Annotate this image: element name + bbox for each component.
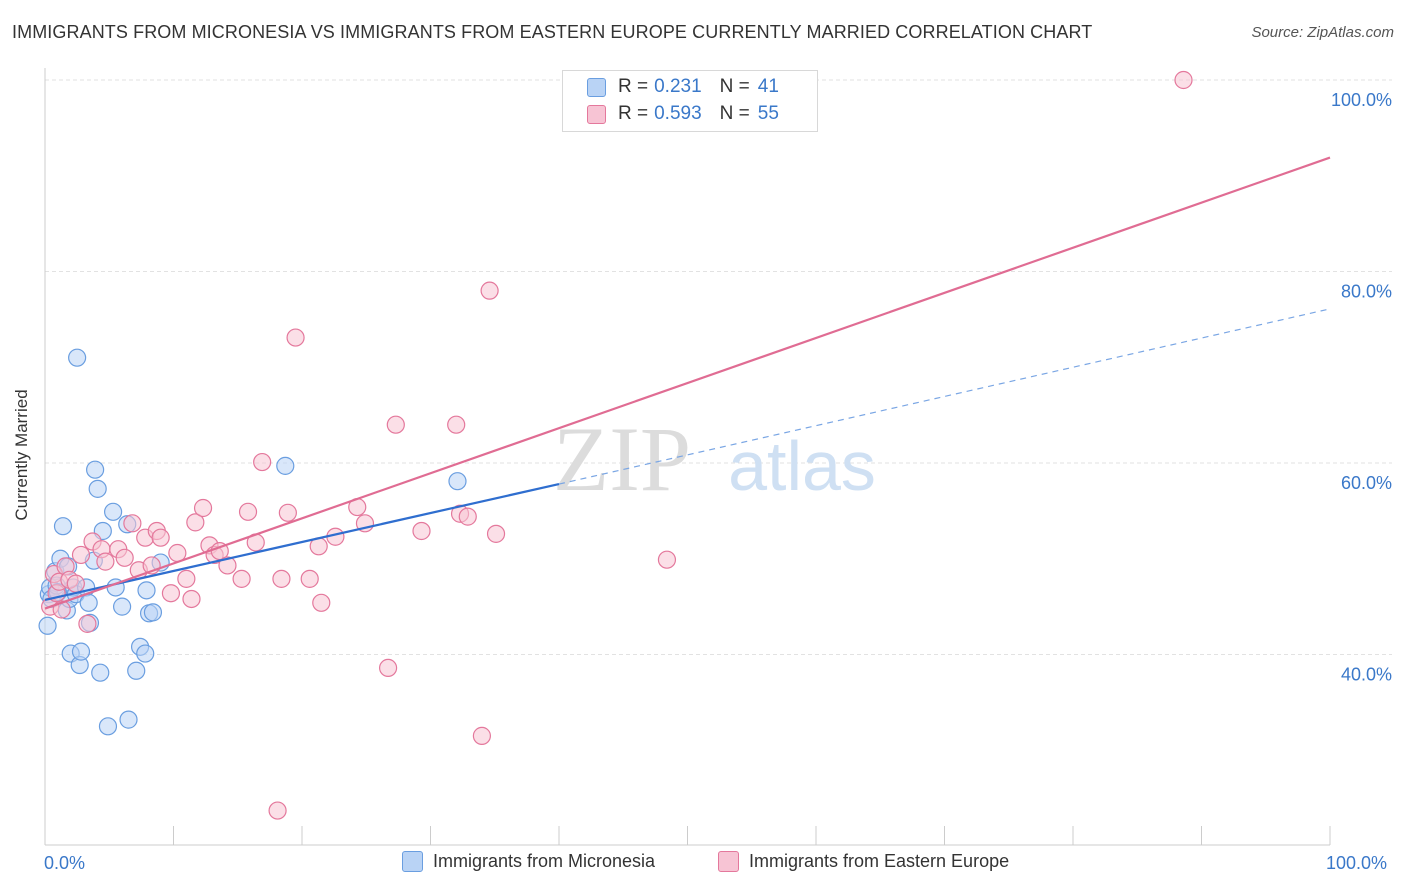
eastern-europe-point-9 xyxy=(78,614,97,633)
eastern-europe-point-39 xyxy=(300,569,319,588)
eastern-europe-point-54 xyxy=(657,550,677,569)
eastern-europe-point-26 xyxy=(193,498,213,518)
n-value: 41 xyxy=(757,76,779,97)
micronesia-point-33 xyxy=(136,644,155,663)
eastern-europe-point-32 xyxy=(238,502,258,521)
eastern-europe-point-20 xyxy=(151,528,170,547)
y-tick-label-40: 40.0% xyxy=(1341,665,1392,685)
eastern-europe-point-21 xyxy=(161,584,181,603)
y-tick-label-100: 100.0% xyxy=(1331,90,1392,110)
micronesia-trend-extension xyxy=(558,308,1331,485)
eastern-europe-point-48 xyxy=(447,415,466,434)
y-tick-labels: 40.0% 60.0% 80.0% 100.0% xyxy=(1331,90,1392,685)
micronesia-point-31 xyxy=(127,661,146,680)
eastern-europe-point-46 xyxy=(386,415,405,434)
eastern-europe-point-8 xyxy=(71,545,91,565)
r-value: 0.231 xyxy=(654,76,702,97)
eastern-europe-point-45 xyxy=(378,658,398,678)
trend-lines xyxy=(44,156,1331,610)
legend-item-micronesia: Immigrants from Micronesia xyxy=(402,851,655,872)
r-label: R = xyxy=(618,76,649,97)
eastern-europe-point-35 xyxy=(268,801,287,820)
micronesia-point-14 xyxy=(68,348,87,367)
micronesia-point-21 xyxy=(86,460,105,479)
eastern-europe-point-12 xyxy=(96,552,115,571)
chart-title: IMMIGRANTS FROM MICRONESIA VS IMMIGRANTS… xyxy=(12,22,1093,42)
micronesia-point-28 xyxy=(112,597,132,616)
watermark-atlas: atlas xyxy=(728,427,876,505)
watermark: ZIP atlas xyxy=(553,408,876,510)
micronesia-point-25 xyxy=(98,717,118,736)
legend-label-eastern-europe: Immigrants from Eastern Europe xyxy=(749,851,1010,871)
grid-lines xyxy=(45,79,1392,655)
eastern-europe-swatch xyxy=(587,104,606,124)
n-value: 55 xyxy=(757,103,779,124)
micronesia-point-26 xyxy=(104,502,123,521)
micronesia-point-7 xyxy=(53,517,73,536)
eastern-europe-point-51 xyxy=(472,726,491,745)
micronesia-point-16 xyxy=(71,642,91,661)
micronesia-point-0 xyxy=(38,616,57,635)
n-label: N = xyxy=(719,76,750,97)
y-tick-label-80: 80.0% xyxy=(1341,282,1392,302)
eastern-europe-point-47 xyxy=(412,521,431,541)
data-points xyxy=(38,70,1193,820)
y-tick-label-60: 60.0% xyxy=(1341,473,1392,493)
eastern-europe-point-24 xyxy=(182,589,201,609)
correlation-legend: R = 0.231 N = 41 R = 0.593 N = 55 xyxy=(562,70,818,132)
eastern-europe-point-50 xyxy=(458,507,477,526)
legend-row-eastern-europe: R = 0.593 N = 55 xyxy=(587,102,779,126)
micronesia-swatch xyxy=(587,77,606,97)
eastern-europe-point-34 xyxy=(253,452,272,472)
micronesia-point-23 xyxy=(91,663,110,682)
x-tick-label-max: 100.0% xyxy=(1326,853,1388,873)
micronesia-point-30 xyxy=(119,710,138,729)
eastern-europe-point-15 xyxy=(123,514,142,533)
micronesia-point-18 xyxy=(79,593,98,612)
micronesia-trend-line xyxy=(44,482,560,601)
legend-item-eastern-europe: Immigrants from Eastern Europe xyxy=(718,851,1009,872)
eastern-europe-point-23 xyxy=(177,569,196,588)
legend-label-micronesia: Immigrants from Micronesia xyxy=(433,851,656,871)
eastern-europe-point-30 xyxy=(218,556,237,575)
axes xyxy=(44,68,1331,846)
eastern-europe-point-14 xyxy=(115,548,134,567)
eastern-europe-point-53 xyxy=(486,524,506,543)
micronesia-point-39 xyxy=(448,472,467,491)
micronesia-point-34 xyxy=(137,581,156,600)
micronesia-point-22 xyxy=(88,479,107,498)
eastern-europe-point-25 xyxy=(186,513,205,532)
eastern-europe-point-56 xyxy=(1174,70,1193,90)
r-value: 0.593 xyxy=(654,103,702,124)
n-label: N = xyxy=(719,103,750,124)
r-label: R = xyxy=(618,103,649,124)
eastern-europe-trend-line xyxy=(44,156,1331,610)
eastern-europe-legend-swatch xyxy=(718,851,739,872)
eastern-europe-point-7 xyxy=(66,574,85,593)
micronesia-point-38 xyxy=(276,456,295,475)
x-tick-label-min: 0.0% xyxy=(44,853,86,873)
legend-row-micronesia: R = 0.231 N = 41 xyxy=(587,75,779,99)
micronesia-point-36 xyxy=(143,603,163,622)
y-axis-label: Currently Married xyxy=(12,389,31,521)
eastern-europe-point-37 xyxy=(278,503,297,522)
source-label: Source: ZipAtlas.com xyxy=(1251,24,1394,41)
eastern-europe-point-52 xyxy=(480,281,499,300)
micronesia-legend-swatch xyxy=(402,851,423,872)
eastern-europe-point-38 xyxy=(286,328,305,347)
eastern-europe-point-41 xyxy=(312,593,331,612)
eastern-europe-point-31 xyxy=(232,569,251,588)
eastern-europe-point-36 xyxy=(272,569,291,588)
